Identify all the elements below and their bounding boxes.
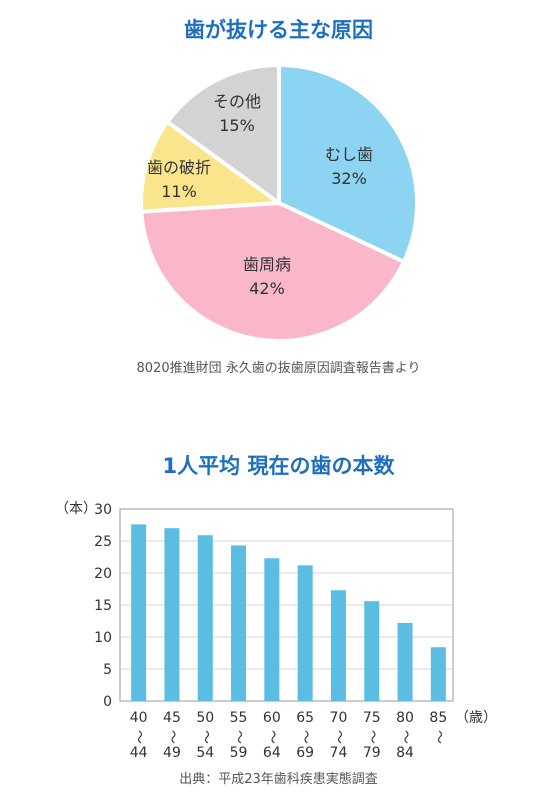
x-tick-range-mark: 〜 — [430, 730, 446, 744]
y-tick-label: 15 — [94, 598, 112, 614]
bar — [197, 535, 213, 701]
pie-chart: むし歯 32% 歯周病 42% 歯の破折 11% その他 15% — [139, 62, 419, 343]
bar — [330, 590, 346, 701]
x-tick-label: 60 — [263, 710, 281, 726]
x-tick-range-mark: 〜 — [197, 730, 213, 744]
pie-chart-source: 8020推進財団 永久歯の抜歯原因調査報告書より — [136, 361, 421, 376]
x-tick-range-mark: 〜 — [297, 730, 313, 744]
x-tick-label: 55 — [230, 710, 248, 726]
x-axis-unit-label: （歳） — [455, 710, 497, 726]
bar — [231, 545, 247, 701]
x-tick-range-mark: 〜 — [330, 730, 346, 744]
x-tick-range-mark: 〜 — [131, 730, 147, 744]
bar — [397, 622, 413, 701]
pie-slice-label: むし歯 — [325, 145, 373, 164]
x-tick-label: 40 — [130, 710, 148, 726]
x-tick-label: 54 — [196, 745, 214, 761]
x-tick-label: 80 — [396, 710, 414, 726]
x-tick-label: 59 — [230, 745, 248, 761]
pie-slice — [277, 62, 419, 265]
bar-chart-source: 出典：平成23年歯科疾患実態調査 — [179, 772, 378, 787]
pie-slice-value: 42% — [249, 279, 285, 298]
x-tick-label: 70 — [330, 710, 348, 726]
pie-slice-value: 32% — [331, 169, 367, 188]
x-tick-label: 65 — [296, 710, 314, 726]
pie-slice-label: その他 — [213, 92, 261, 111]
y-tick-label: 10 — [94, 630, 112, 646]
x-tick-label: 64 — [263, 745, 281, 761]
x-tick-label: 84 — [396, 745, 414, 761]
y-tick-label: 5 — [103, 662, 112, 678]
x-tick-label: 85 — [429, 710, 447, 726]
x-tick-label: 50 — [196, 710, 214, 726]
pie-slice-label: 歯の破折 — [147, 158, 211, 177]
x-tick-label: 69 — [296, 745, 314, 761]
x-tick-label: 45 — [163, 710, 181, 726]
y-tick-label: 0 — [103, 694, 112, 710]
bar — [164, 528, 180, 701]
pie-slice — [139, 119, 285, 214]
y-tick-label: 30 — [94, 502, 112, 518]
x-tick-label: 49 — [163, 745, 181, 761]
pie-slice-label: 歯周病 — [243, 255, 291, 274]
bar — [364, 601, 380, 701]
x-tick-range-mark: 〜 — [231, 730, 247, 744]
bar — [297, 565, 313, 701]
pie-slice — [139, 200, 407, 343]
bar — [264, 558, 280, 701]
x-tick-label: 44 — [130, 745, 148, 761]
x-tick-range-mark: 〜 — [397, 730, 413, 744]
pie-chart-title: 歯が抜ける主な原因 — [184, 18, 373, 42]
x-tick-range-mark: 〜 — [164, 730, 180, 744]
x-tick-range-mark: 〜 — [364, 730, 380, 744]
bar-chart-title: 1人平均 現在の歯の本数 — [162, 454, 395, 478]
x-tick-label: 74 — [330, 745, 348, 761]
bar — [430, 647, 446, 701]
pie-slice — [164, 62, 281, 207]
pie-slice-value: 11% — [161, 182, 197, 201]
x-tick-range-mark: 〜 — [264, 730, 280, 744]
bar — [131, 524, 147, 701]
y-tick-label: 25 — [94, 534, 112, 550]
x-tick-label: 75 — [363, 710, 381, 726]
y-tick-label: 20 — [94, 566, 112, 582]
y-axis-label: （本） — [55, 501, 97, 517]
pie-slice-value: 15% — [219, 116, 255, 135]
x-tick-label: 79 — [363, 745, 381, 761]
